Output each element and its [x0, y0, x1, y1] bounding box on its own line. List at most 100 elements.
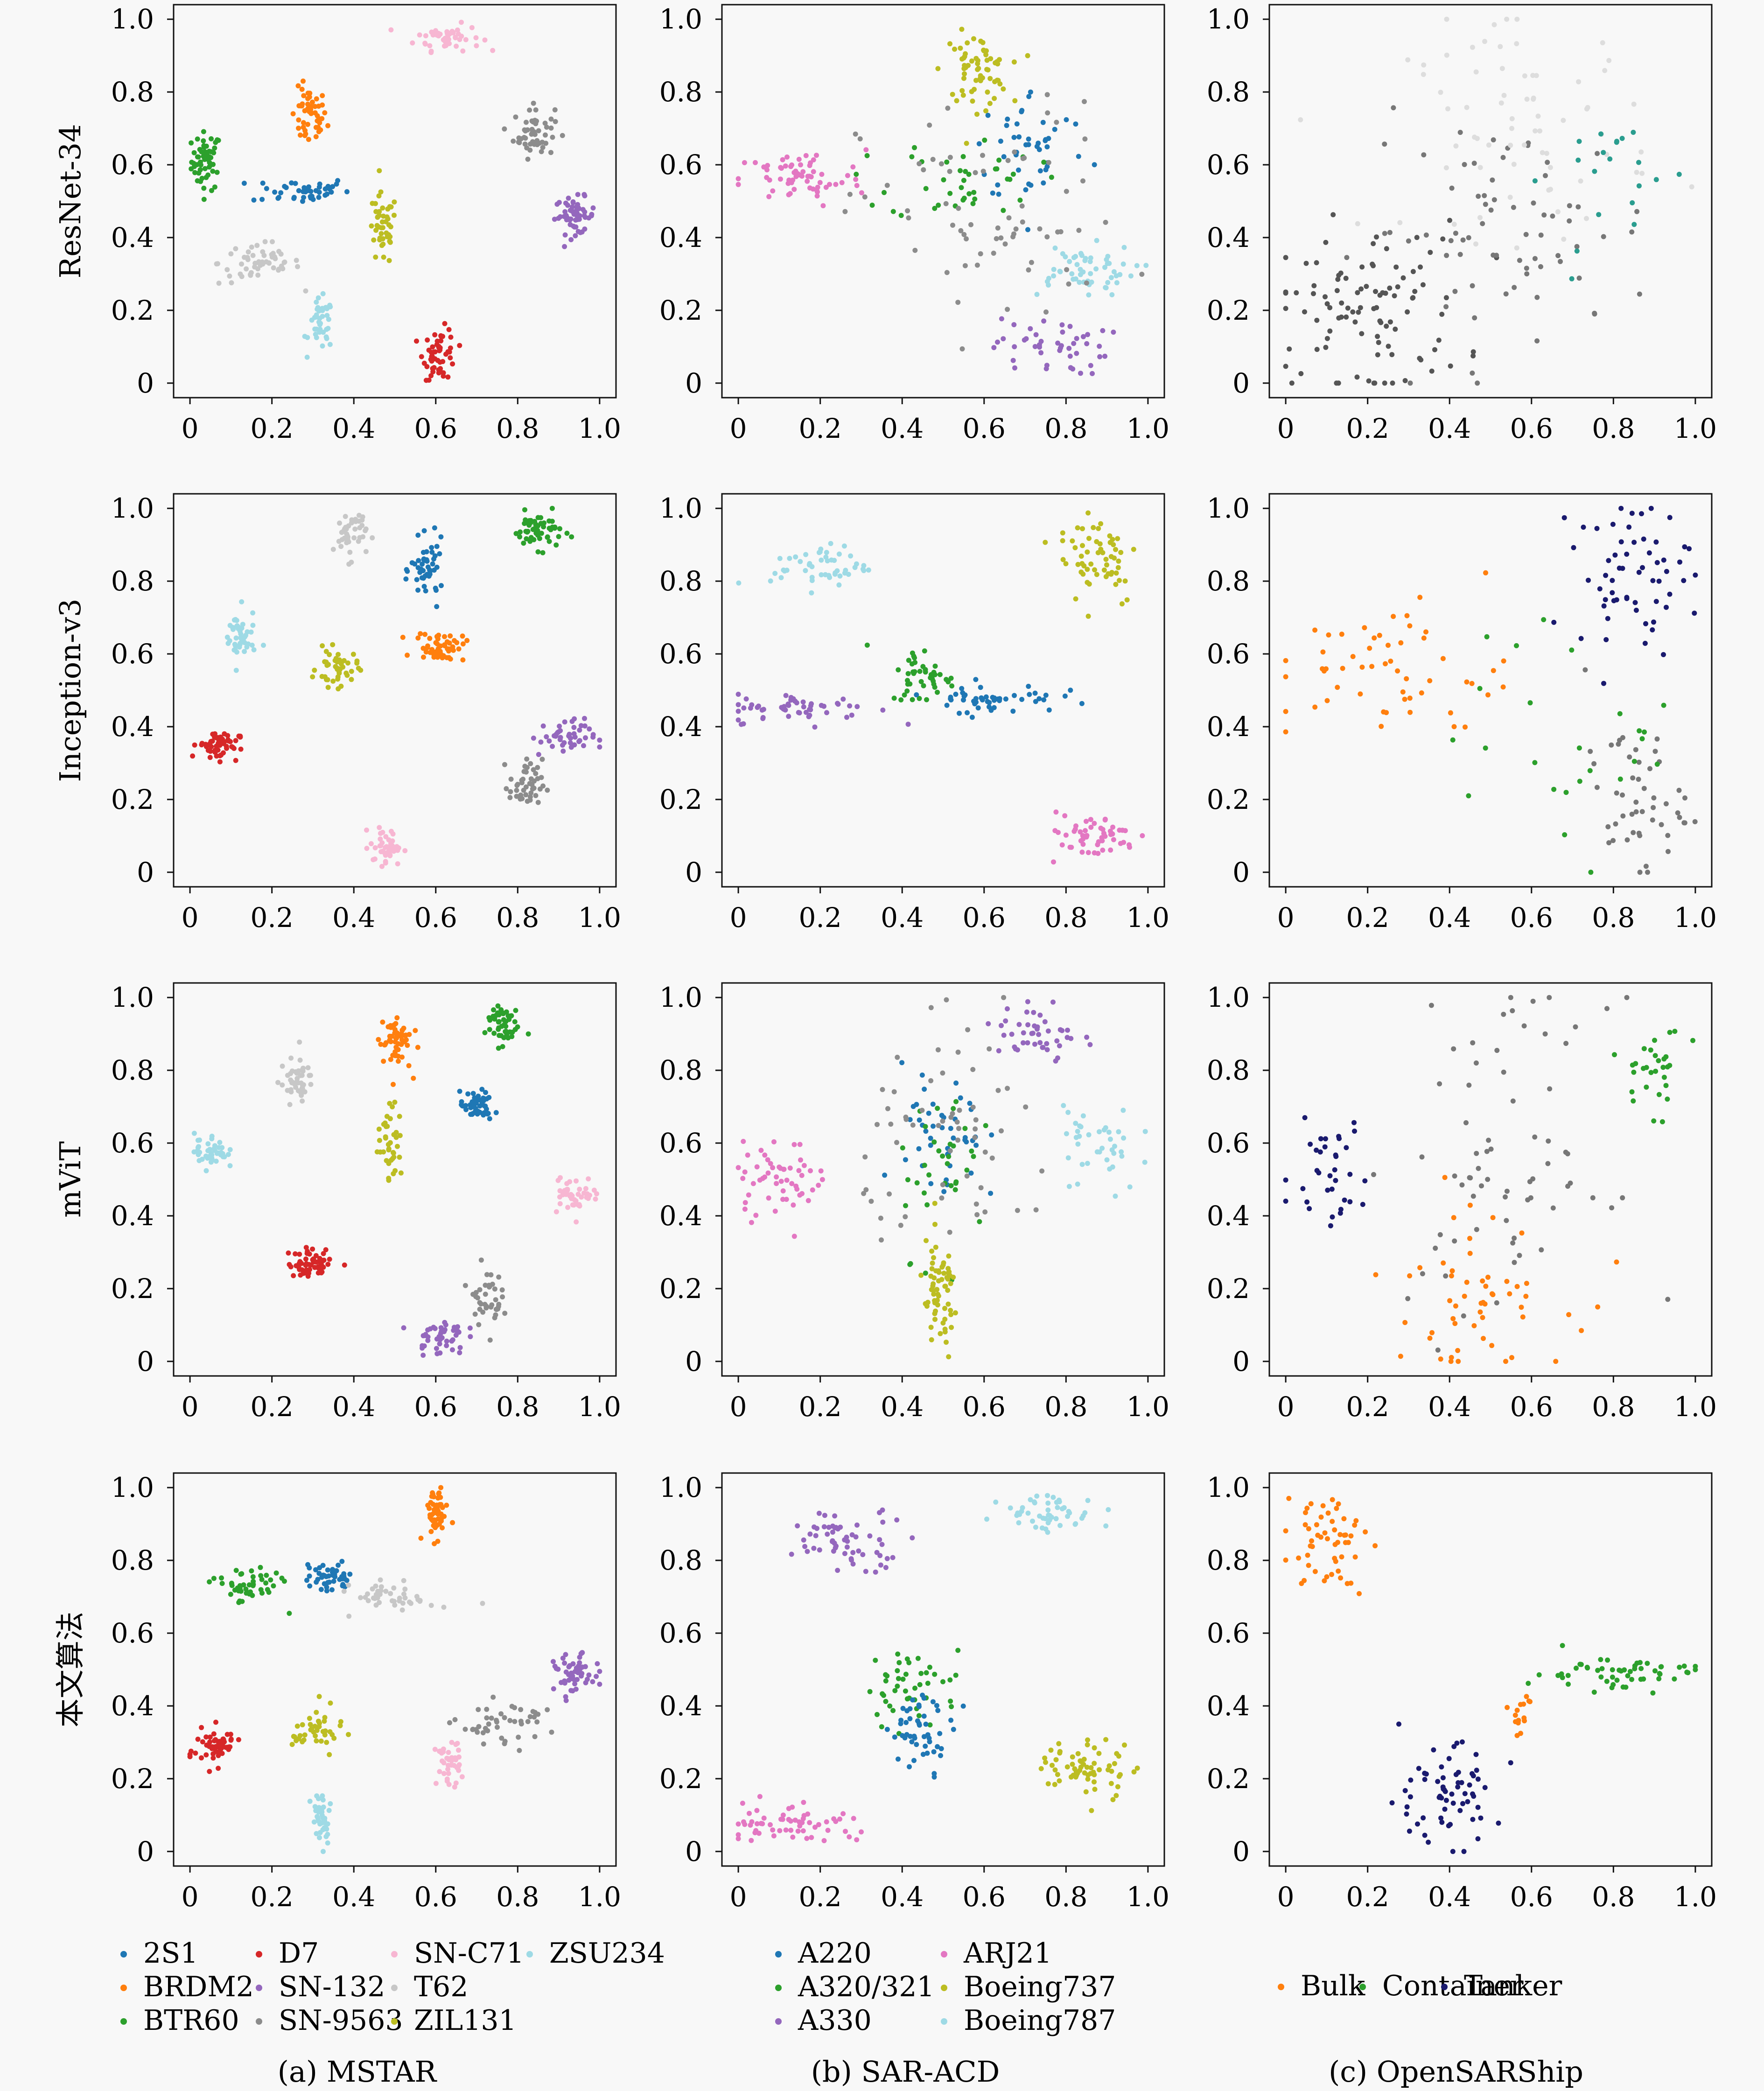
scatter-point	[1025, 1040, 1030, 1046]
scatter-point	[1323, 1136, 1328, 1142]
scatter-point	[523, 784, 529, 790]
scatter-point	[1687, 546, 1692, 552]
scatter-point	[1289, 380, 1295, 386]
scatter-point	[190, 753, 196, 759]
scatter-point	[1499, 66, 1505, 71]
scatter-point	[786, 714, 791, 719]
scatter-point	[1080, 178, 1085, 184]
scatter-point	[562, 232, 568, 238]
scatter-point	[1512, 285, 1517, 290]
scatter-point	[1470, 1817, 1476, 1822]
x-tick-label: 0.2	[799, 1881, 842, 1913]
scatter-point	[578, 723, 584, 729]
scatter-point	[892, 1734, 897, 1740]
scatter-point	[1382, 380, 1387, 386]
scatter-point	[503, 1024, 509, 1029]
scatter-point	[832, 558, 837, 563]
scatter-point	[417, 32, 422, 38]
scatter-point	[1323, 294, 1328, 300]
scatter-point	[1283, 1199, 1288, 1204]
scatter-point	[1034, 1493, 1040, 1499]
scatter-point	[1375, 334, 1380, 339]
scatter-point	[1302, 309, 1307, 315]
scatter-point	[740, 1176, 746, 1181]
y-tick-label: 1.0	[111, 3, 154, 35]
scatter-point	[1465, 1799, 1470, 1804]
scatter-point	[329, 1732, 335, 1737]
scatter-point	[546, 738, 552, 744]
scatter-point	[316, 104, 322, 109]
scatter-point	[809, 575, 815, 580]
scatter-point	[1092, 821, 1097, 826]
scatter-point	[295, 1080, 301, 1086]
scatter-point	[552, 217, 557, 222]
scatter-point	[1120, 261, 1126, 267]
scatter-point	[787, 555, 792, 561]
scatter-point	[1387, 230, 1393, 235]
scatter-point	[958, 45, 963, 51]
x-tick-label: 0	[182, 902, 199, 933]
scatter-point	[974, 1212, 980, 1217]
scatter-point	[999, 316, 1004, 322]
scatter-point	[403, 1033, 408, 1038]
scatter-point	[586, 1176, 591, 1182]
scatter-point	[453, 1780, 459, 1786]
scatter-point	[1647, 766, 1652, 772]
scatter-point	[920, 1752, 926, 1757]
subfigure-caption: (c) OpenSARShip	[1329, 2055, 1583, 2089]
scatter-point	[514, 783, 520, 788]
scatter-point	[408, 1600, 413, 1606]
scatter-point	[1526, 1681, 1531, 1686]
y-tick-label: 0.4	[659, 222, 702, 253]
y-tick-label: 0.2	[111, 295, 154, 326]
scatter-point	[1418, 264, 1423, 270]
scatter-point	[191, 161, 196, 166]
scatter-point	[597, 744, 602, 750]
scatter-point	[1074, 336, 1079, 341]
scatter-point	[328, 1700, 333, 1706]
x-tick-label: 0.2	[1346, 413, 1389, 444]
scatter-point	[948, 1308, 953, 1313]
scatter-point	[1355, 221, 1360, 226]
scatter-point	[1551, 786, 1557, 792]
scatter-point	[1389, 1800, 1395, 1806]
scatter-point	[1080, 1113, 1086, 1119]
scatter-point	[236, 733, 242, 739]
scatter-point	[959, 185, 964, 190]
scatter-point	[908, 1733, 913, 1739]
scatter-point	[434, 1346, 439, 1351]
y-tick-label: 0.8	[111, 76, 154, 108]
scatter-point	[415, 533, 421, 538]
scatter-point	[1661, 1074, 1667, 1080]
scatter-point	[280, 1063, 285, 1069]
scatter-point	[464, 638, 470, 643]
scatter-point	[196, 1158, 202, 1164]
scatter-point	[191, 1130, 197, 1136]
scatter-point	[430, 32, 436, 38]
scatter-point	[1304, 1505, 1310, 1511]
scatter-point	[234, 617, 239, 623]
scatter-point	[516, 135, 522, 141]
scatter-point	[1070, 1754, 1075, 1760]
scatter-point	[1437, 1794, 1442, 1799]
scatter-point	[382, 1042, 387, 1048]
scatter-point	[948, 1698, 953, 1704]
scatter-point	[529, 782, 535, 787]
x-tick-label: 0.6	[414, 902, 457, 933]
scatter-point	[527, 107, 532, 113]
scatter-point	[994, 236, 999, 241]
scatter-point	[888, 1122, 894, 1127]
scatter-point	[1510, 1008, 1515, 1013]
scatter-point	[440, 655, 445, 660]
scatter-point	[534, 1719, 540, 1725]
scatter-point	[1069, 844, 1074, 850]
scatter-point	[1082, 99, 1087, 105]
scatter-point	[386, 258, 392, 263]
scatter-point	[1311, 283, 1317, 288]
scatter-point	[945, 1288, 951, 1293]
scatter-point	[940, 1070, 945, 1076]
scatter-point	[1480, 221, 1485, 226]
scatter-point	[935, 1708, 941, 1713]
scatter-point	[1041, 180, 1046, 186]
scatter-point	[1514, 245, 1519, 251]
